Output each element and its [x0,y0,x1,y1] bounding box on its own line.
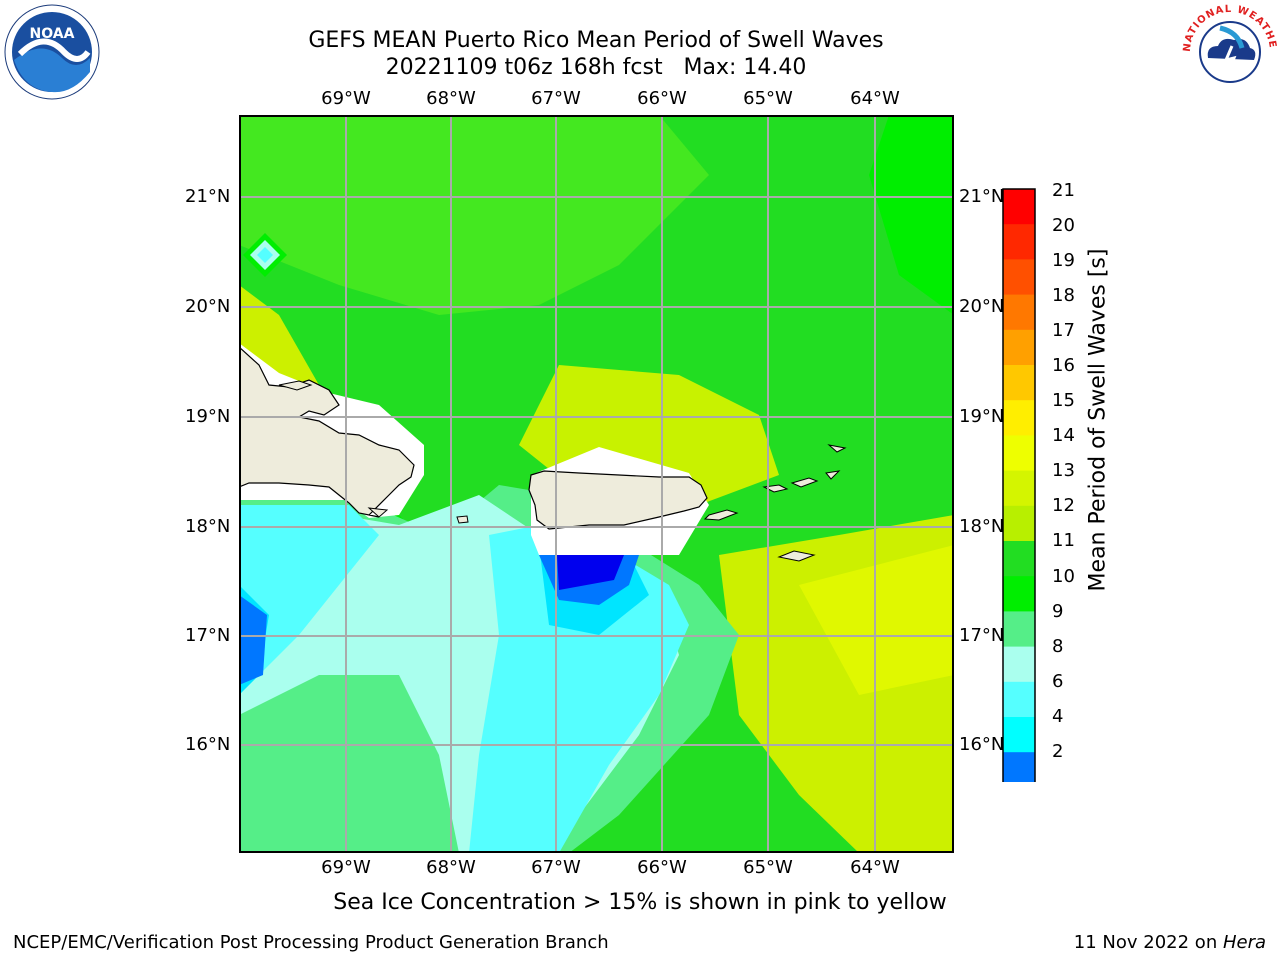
lat-label-left-21n: 21°N [185,186,231,207]
colorbar-tick-11: 11 [1052,530,1075,551]
island-saona [367,507,389,518]
lon-label-bottom-66w: 66°W [637,857,687,878]
map-title-line1: GEFS MEAN Puerto Rico Mean Period of Swe… [308,28,884,53]
colorbar [1001,188,1037,819]
colorbar-tick-19: 19 [1052,250,1075,271]
colorbar-swatch [1003,541,1035,577]
field-zone-southeast-core [799,545,954,695]
lon-label-bottom-67w: 67°W [531,857,581,878]
noaa-logo-text: NOAA [30,26,75,42]
colorbar-swatch [1003,189,1035,225]
graticule [239,115,954,853]
island-tortola [790,477,819,488]
colorbar-tick-2: 2 [1052,741,1064,762]
lat-label-left-19n: 19°N [185,406,231,427]
colorbar-swatch [1003,611,1035,648]
island-st-thomas [762,484,789,493]
colorbar-tick-4: 4 [1052,706,1064,727]
swell-period-field [238,115,954,853]
colorbar-tick-14: 14 [1052,425,1075,446]
colorbar-swatch [1003,752,1035,788]
island-mona [456,515,469,524]
field-zone-north [239,115,709,315]
lon-label-bottom-65w: 65°W [743,857,793,878]
colorbar-tick-15: 15 [1052,390,1075,411]
colorbar-swatch [1003,646,1035,683]
lat-label-left-18n: 18°N [185,516,231,537]
lat-label-right-20n: 20°N [959,296,1005,317]
footer-host: Hera [1222,932,1266,953]
colorbar-tick-6: 6 [1052,671,1064,692]
field-zone-mona-west [239,505,379,695]
map-title-line2: 20221109 t06z 168h fcst Max: 14.40 [385,55,807,80]
lat-label-left-17n: 17°N [185,625,231,646]
island-st-croix [777,550,816,562]
colorbar-swatch [1003,681,1035,718]
lon-label-bottom-64w: 64°W [850,857,900,878]
colorbar-tick-12: 12 [1052,495,1075,516]
colorbar-tick-9: 9 [1052,601,1064,622]
colorbar-swatch [1003,470,1035,507]
colorbar-tick-16: 16 [1052,355,1075,376]
island-tortuga [278,380,313,391]
lon-label-bottom-68w: 68°W [426,857,476,878]
map-panel [238,115,954,853]
lat-label-right-18n: 18°N [959,516,1005,537]
lon-label-top-68w: 68°W [426,88,476,109]
field-zone-ne [869,115,954,315]
colorbar-tick-17: 17 [1052,320,1075,341]
lon-label-top-67w: 67°W [531,88,581,109]
footer-date-text: 11 Nov 2022 on [1073,932,1223,953]
footer-date: 11 Nov 2022 on Hera [1074,932,1266,953]
lon-label-bottom-69w: 69°W [321,857,371,878]
field-zone-pr-min [557,555,624,590]
colorbar-swatch [1003,717,1035,753]
colorbar-swatches [1001,188,1037,819]
colorbar-swatch [1003,435,1035,472]
colorbar-title: Mean Period of Swell Waves [s] [1085,248,1111,592]
lat-label-right-17n: 17°N [959,625,1005,646]
lon-label-top-69w: 69°W [321,88,371,109]
lat-label-left-20n: 20°N [185,296,231,317]
island-vieques [703,509,739,521]
field-zone-west-blue [239,595,267,685]
lon-label-top-66w: 66°W [637,88,687,109]
island-virgin-gorda [825,470,841,480]
colorbar-tick-20: 20 [1052,215,1075,236]
colorbar-swatch [1003,329,1035,366]
sea-ice-note: Sea Ice Concentration > 15% is shown in … [333,890,947,915]
colorbar-swatch [1003,576,1035,612]
land-hispaniola [238,345,415,518]
colorbar-swatch [1003,294,1035,331]
field-diamond-inner [257,247,273,263]
nws-logo: NATIONAL WEATHER SERVICE [1176,0,1280,102]
lat-label-right-21n: 21°N [959,186,1005,207]
colorbar-swatch [1003,259,1035,296]
footer-producer: NCEP/EMC/Verification Post Processing Pr… [13,932,609,953]
island-anegada [827,444,847,453]
colorbar-tick-8: 8 [1052,636,1064,657]
map-border [239,115,954,853]
lon-label-top-65w: 65°W [743,88,793,109]
colorbar-swatch [1003,365,1035,401]
lat-label-right-19n: 19°N [959,406,1005,427]
lat-label-right-16n: 16°N [959,734,1005,755]
lon-label-top-64w: 64°W [850,88,900,109]
colorbar-swatch [1003,224,1035,260]
colorbar-tick-21: 21 [1052,180,1075,201]
colorbar-tick-10: 10 [1052,566,1075,587]
colorbar-tick-18: 18 [1052,285,1075,306]
lat-label-left-16n: 16°N [185,734,231,755]
colorbar-swatch [1003,400,1035,436]
colorbar-swatch [1003,505,1035,542]
noaa-logo: NOAA [2,2,102,102]
colorbar-tick-13: 13 [1052,460,1075,481]
